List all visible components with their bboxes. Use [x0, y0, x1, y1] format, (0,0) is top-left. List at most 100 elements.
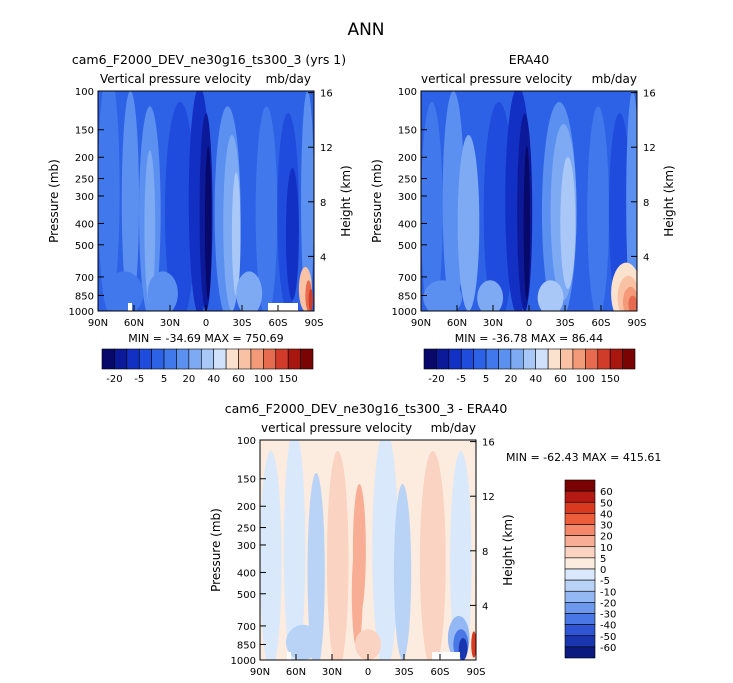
- x-tick-label: 30N: [322, 667, 342, 678]
- x-tick-label: 60S: [430, 667, 449, 678]
- y2-axis-label: Height (km): [501, 514, 515, 585]
- colorbar-label: 5: [161, 374, 167, 385]
- colorbar-label: 100: [254, 374, 273, 385]
- x-tick-label: 90S: [627, 318, 646, 329]
- contour-region: [372, 440, 399, 660]
- y-tick-label: 700: [398, 273, 417, 284]
- x-tick-label: 30S: [394, 667, 413, 678]
- y2-tick-label: 12: [643, 143, 656, 154]
- y2-tick-label: 16: [320, 89, 333, 100]
- missing-data: [432, 652, 460, 660]
- y-tick-label: 1000: [231, 656, 256, 667]
- contour-region: [204, 146, 212, 300]
- colorbar-label: 40: [207, 374, 220, 385]
- x-tick-label: 90N: [411, 318, 431, 329]
- colorbar-label: -20: [428, 374, 444, 385]
- y-tick-label: 150: [75, 126, 94, 137]
- x-tick-label: 0: [526, 318, 532, 329]
- colorbar-swatch: [300, 348, 314, 370]
- colorbar-swatch: [535, 348, 549, 370]
- diff-panel-title: cam6_F2000_DEV_ne30g16_ts300_3 - ERA40: [225, 401, 508, 416]
- colorbar-swatch: [564, 624, 596, 637]
- y2-tick-label: 12: [320, 143, 333, 154]
- y-axis-label: Pressure (mb): [209, 508, 223, 592]
- obs-min-max: MIN = -36.78 MAX = 86.44: [455, 332, 603, 345]
- colorbar-swatch: [163, 348, 177, 370]
- colorbar-swatch: [564, 635, 596, 648]
- y-tick-label: 400: [75, 219, 94, 230]
- colorbar-swatch: [485, 348, 499, 370]
- colorbar-swatch: [564, 490, 596, 503]
- x-tick-label: 90S: [304, 318, 323, 329]
- contour-region: [483, 102, 514, 311]
- contour-region: [537, 280, 564, 311]
- y-tick-label: 200: [398, 153, 417, 164]
- x-tick-label: 30N: [160, 318, 180, 329]
- obs-panel-title: ERA40: [509, 52, 550, 67]
- y-tick-label: 500: [398, 241, 417, 252]
- y-tick-label: 200: [237, 502, 256, 513]
- colorbar-label: -40: [600, 621, 616, 632]
- colorbar-label: 150: [601, 374, 620, 385]
- colorbar-swatch: [564, 568, 596, 581]
- y-tick-label: 300: [237, 541, 256, 552]
- colorbar-swatch: [151, 348, 165, 370]
- colorbar-label: -20: [600, 598, 616, 609]
- colorbar-swatch: [138, 348, 152, 370]
- colorbar-swatch: [564, 646, 596, 659]
- colorbar-swatch: [213, 348, 227, 370]
- colorbar-label: 60: [232, 374, 245, 385]
- y-tick-label: 700: [237, 622, 256, 633]
- contour-region: [419, 451, 446, 660]
- colorbar-swatch: [263, 348, 277, 370]
- y-tick-label: 700: [75, 273, 94, 284]
- contour-region: [308, 289, 313, 311]
- model-panel: cam6_F2000_DEV_ne30g16_ts300_3 (yrs 1) V…: [47, 52, 353, 385]
- colorbar-swatch: [126, 348, 140, 370]
- y-tick-label: 850: [75, 291, 94, 302]
- contour-region: [98, 91, 120, 311]
- diff-var-label: vertical pressure velocity: [261, 421, 412, 435]
- missing-data: [128, 303, 132, 311]
- colorbar-label: 5: [600, 554, 606, 565]
- y2-tick-label: 4: [482, 601, 488, 612]
- colorbar-label: -5: [456, 374, 466, 385]
- colorbar-swatch: [572, 348, 586, 370]
- y-tick-label: 300: [75, 192, 94, 203]
- y2-axis-label: Height (km): [339, 165, 353, 236]
- contour-region: [147, 271, 178, 311]
- colorbar-label: 5: [483, 374, 489, 385]
- model-contour-field: [98, 91, 314, 311]
- y2-tick-label: 12: [482, 492, 495, 503]
- contour-region: [457, 135, 480, 311]
- colorbar-swatch: [564, 546, 596, 559]
- y2-tick-label: 8: [482, 547, 488, 558]
- colorbar-swatch: [609, 348, 623, 370]
- colorbar-label: -30: [600, 610, 616, 621]
- x-tick-label: 60N: [286, 667, 306, 678]
- colorbar-swatch: [460, 348, 474, 370]
- colorbar-label: -60: [600, 643, 616, 654]
- colorbar-swatch: [176, 348, 190, 370]
- contour-region: [231, 172, 241, 296]
- y-tick-label: 250: [398, 175, 417, 186]
- colorbar-label: -20: [106, 374, 122, 385]
- contour-region: [285, 624, 321, 660]
- colorbar-swatch: [564, 524, 596, 536]
- y2-tick-label: 4: [643, 252, 649, 263]
- colorbar-swatch: [225, 348, 239, 370]
- contour-region: [471, 631, 476, 658]
- obs-panel: ERA40 vertical pressure velocity mb/day …: [370, 52, 676, 385]
- contour-region: [285, 168, 299, 300]
- y-tick-label: 150: [398, 126, 417, 137]
- contour-region: [326, 451, 349, 660]
- colorbar-swatch: [564, 513, 596, 525]
- obs-contour-field: [421, 91, 637, 311]
- colorbar-swatch: [564, 602, 596, 614]
- y-tick-label: 100: [75, 87, 94, 98]
- x-tick-label: 60S: [591, 318, 610, 329]
- x-tick-label: 60N: [124, 318, 144, 329]
- model-min-max: MIN = -34.69 MAX = 750.69: [128, 332, 283, 345]
- colorbar-swatch: [622, 348, 636, 370]
